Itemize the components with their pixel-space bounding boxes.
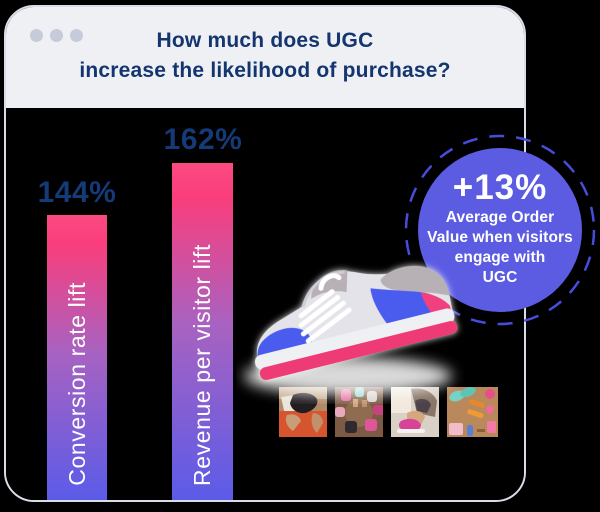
window-controls <box>30 29 83 42</box>
aov-badge-text-line1: Average Order <box>445 209 555 226</box>
feet-circle-illustration <box>335 387 383 437</box>
dashed-ring-icon <box>404 134 596 326</box>
unboxing-illustration <box>279 387 327 437</box>
thumbnail-unboxing-image <box>279 387 327 437</box>
ugc-thumbnail-strip <box>279 387 498 437</box>
bar-revenue-per-visitor-lift: Revenue per visitor lift <box>172 163 233 500</box>
thumbnail-tying-shoe-image <box>391 387 439 437</box>
window-dot-icon <box>50 29 63 42</box>
sneaker-shape <box>254 265 458 381</box>
window-dot-icon <box>70 29 83 42</box>
aov-badge: +13% Average Order Value when visitors e… <box>418 148 582 312</box>
bar-value-conversion: 144% <box>37 176 117 209</box>
bar-conversion-rate-lift: Conversion rate lift <box>47 215 107 500</box>
bar-label-revenue: Revenue per visitor lift <box>189 244 215 486</box>
window-dot-icon <box>30 29 43 42</box>
thumbnail-feet-circle-image <box>335 387 383 437</box>
laces <box>298 273 352 344</box>
chart-title-line2: increase the likelihood of purchase? <box>79 59 451 82</box>
chart-title: How much does UGC increase the likelihoo… <box>6 26 524 86</box>
bar-value-revenue: 162% <box>163 123 243 156</box>
aov-badge-value: +13% <box>452 168 548 207</box>
aov-badge-text-line3: engage with <box>454 249 546 266</box>
tying-shoe-illustration <box>391 387 439 437</box>
aov-badge-text-line4: UGC <box>482 269 518 286</box>
aov-badge-text-line2: Value when visitors <box>427 229 573 246</box>
bar-label-conversion: Conversion rate lift <box>63 282 90 486</box>
sneaker-image <box>244 265 458 395</box>
flatlay-illustration <box>447 387 498 437</box>
chart-title-line1: How much does UGC <box>156 29 374 52</box>
thumbnail-flatlay-image <box>447 387 498 437</box>
window-header: How much does UGC increase the likelihoo… <box>6 7 524 108</box>
